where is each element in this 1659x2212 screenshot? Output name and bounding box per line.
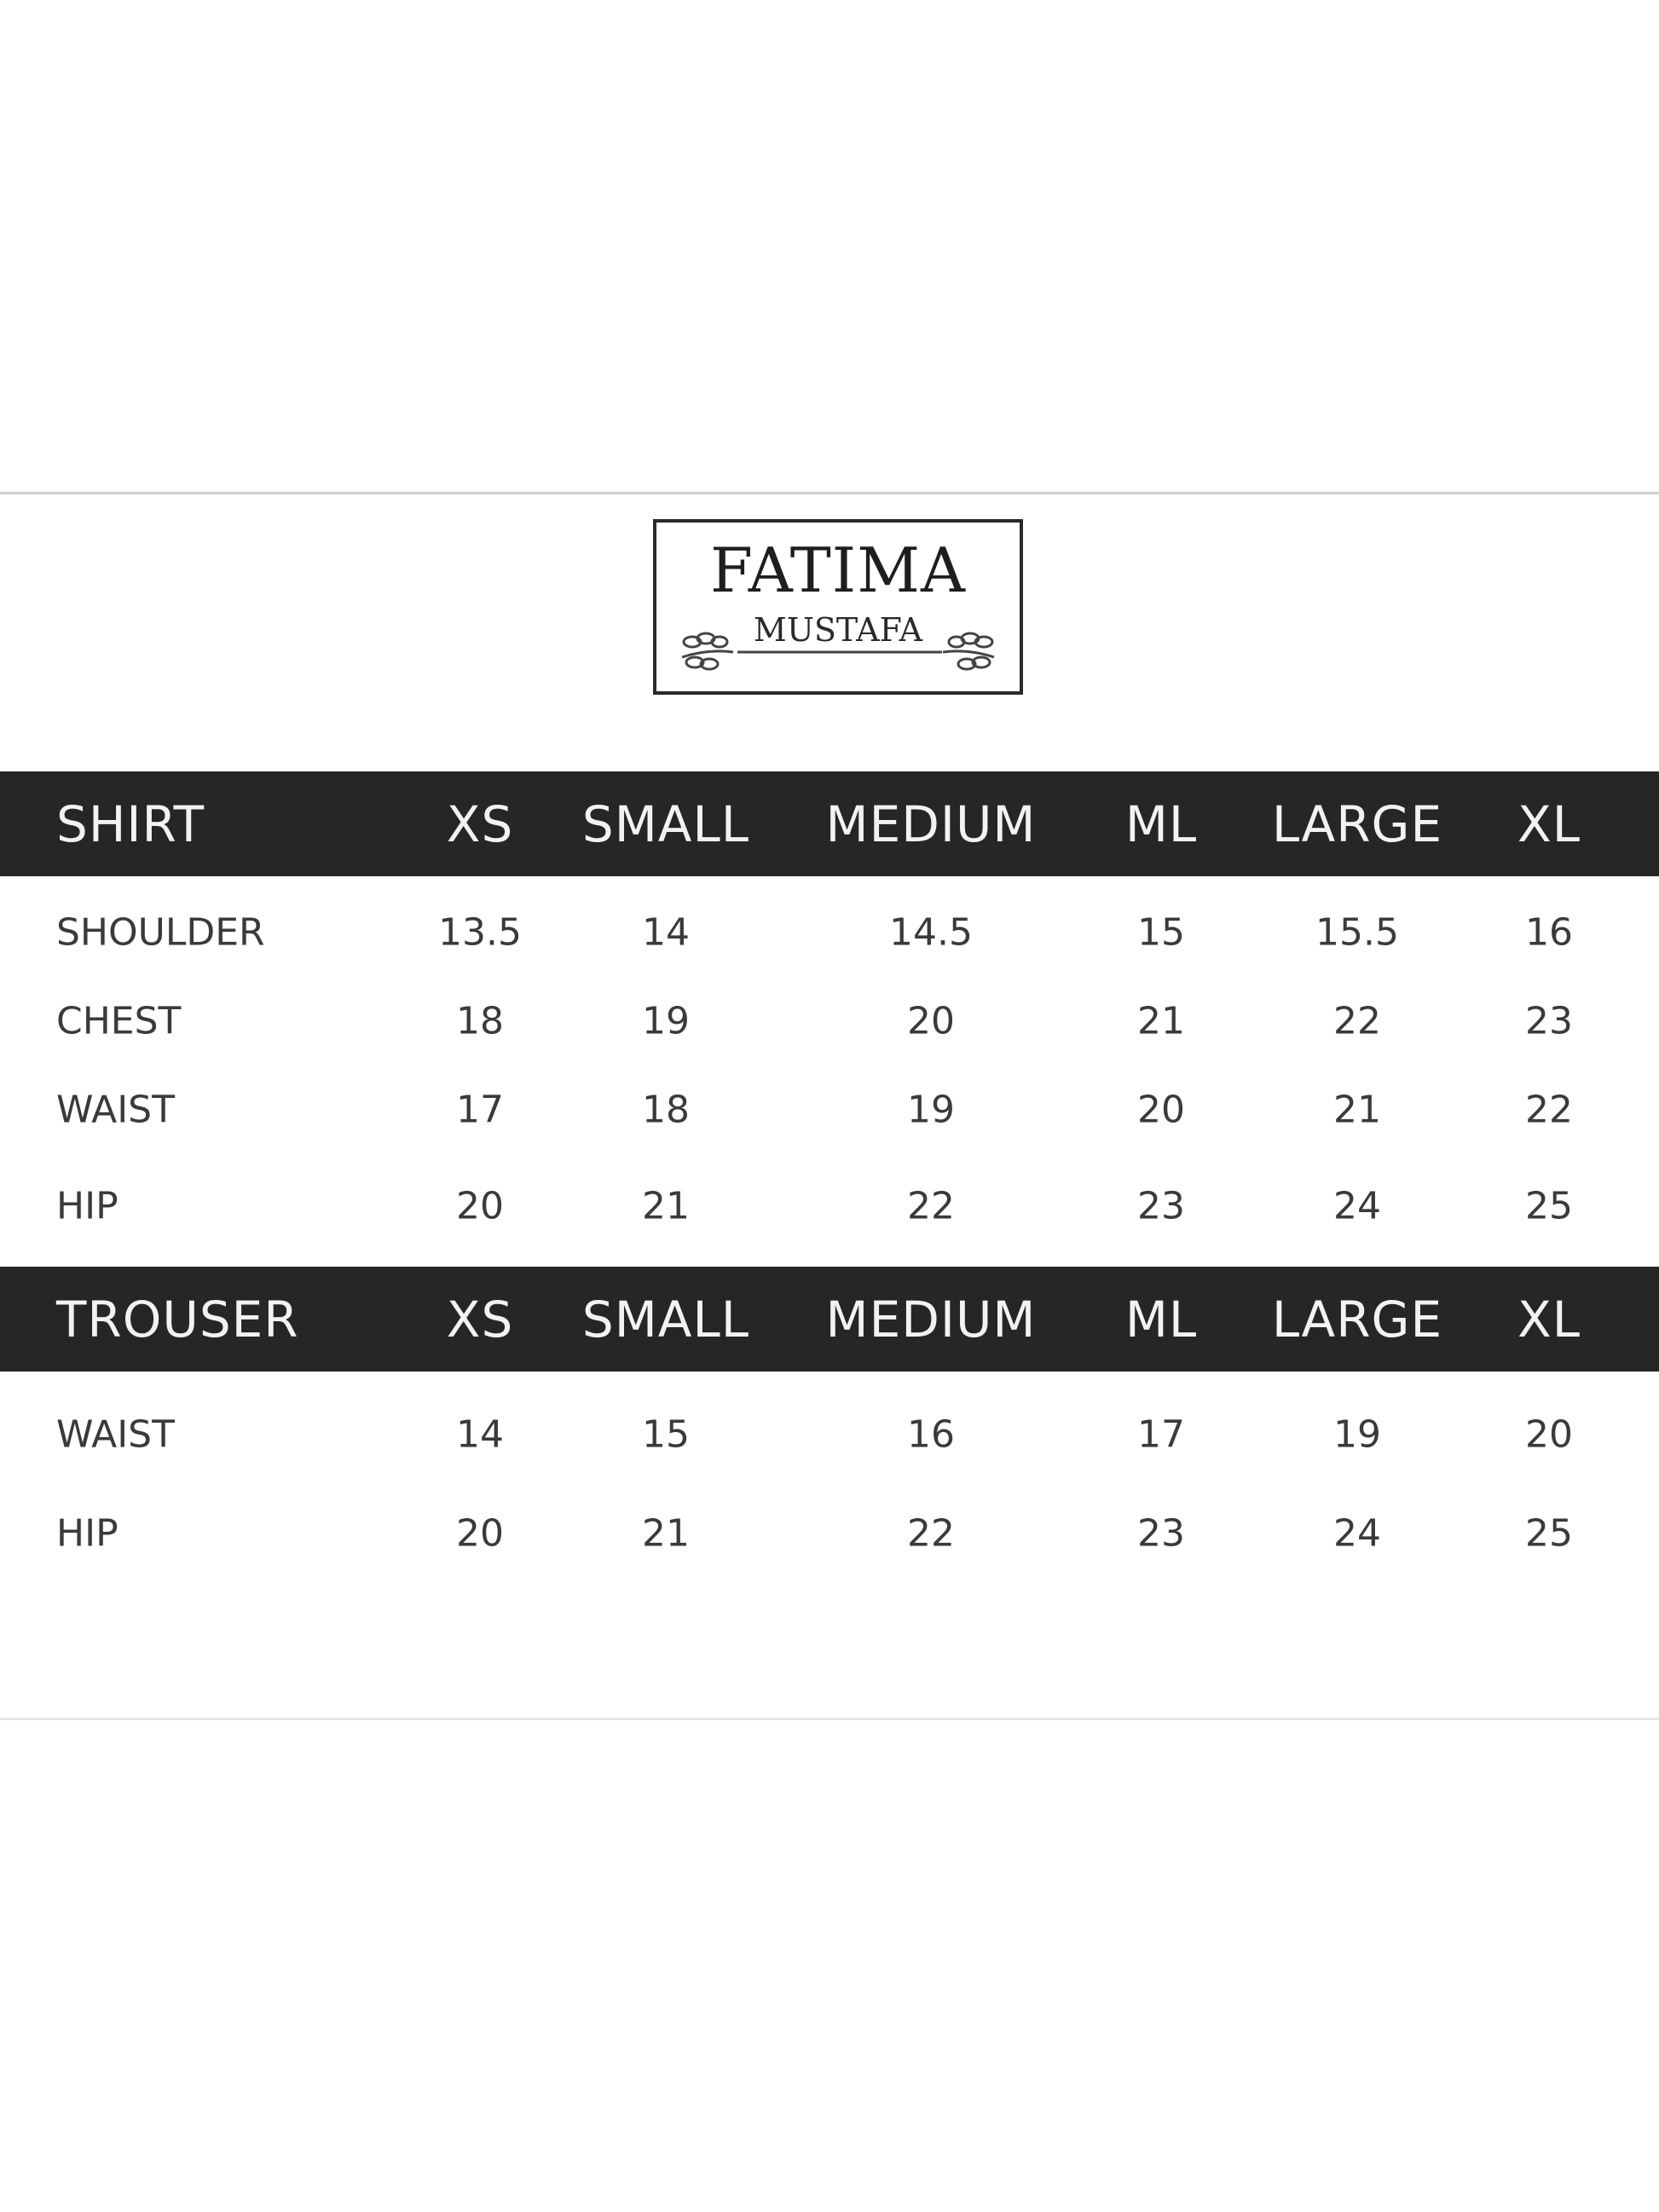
- row-label: WAIST: [56, 1088, 175, 1132]
- section-header-trouser: [0, 1267, 1659, 1372]
- measurement-cell: 16: [907, 1412, 955, 1457]
- column-header: LARGE: [1271, 795, 1443, 853]
- row-label: WAIST: [56, 1412, 175, 1457]
- measurement-cell: 20: [1525, 1412, 1573, 1457]
- column-header: XS: [446, 795, 514, 853]
- measurement-cell: 23: [1525, 999, 1573, 1043]
- measurement-cell: 16: [1525, 910, 1573, 955]
- measurement-cell: 25: [1525, 1184, 1573, 1228]
- measurement-cell: 22: [1525, 1088, 1573, 1132]
- column-header: MEDIUM: [825, 1291, 1037, 1349]
- measurement-cell: 24: [1333, 1511, 1381, 1556]
- measurement-cell: 17: [1137, 1412, 1185, 1457]
- row-label: HIP: [56, 1511, 118, 1556]
- measurement-cell: 14: [642, 910, 690, 955]
- column-header: LARGE: [1271, 1291, 1443, 1349]
- measurement-cell: 15: [642, 1412, 690, 1457]
- row-label: SHOULDER: [56, 910, 265, 955]
- brand-name-line1: FATIMA: [710, 534, 966, 606]
- leaf-ornament-icon: [681, 632, 995, 671]
- measurement-cell: 14: [456, 1412, 504, 1457]
- measurement-cell: 15: [1137, 910, 1185, 955]
- brand-name-line2: MUSTAFA: [753, 611, 923, 649]
- column-header: XL: [1517, 1291, 1581, 1349]
- column-header: MEDIUM: [825, 795, 1037, 853]
- measurement-cell: 20: [456, 1511, 504, 1556]
- row-label: HIP: [56, 1184, 118, 1228]
- top-divider: [0, 492, 1659, 494]
- measurement-cell: 14.5: [889, 910, 973, 955]
- row-label: CHEST: [56, 999, 182, 1043]
- measurement-cell: 25: [1525, 1511, 1573, 1556]
- measurement-cell: 22: [907, 1184, 955, 1228]
- measurement-cell: 21: [642, 1184, 690, 1228]
- measurement-cell: 20: [456, 1184, 504, 1228]
- measurement-cell: 22: [1333, 999, 1381, 1043]
- measurement-cell: 15.5: [1315, 910, 1399, 955]
- column-header: XL: [1517, 795, 1581, 853]
- measurement-cell: 24: [1333, 1184, 1381, 1228]
- measurement-cell: 21: [1333, 1088, 1381, 1132]
- measurement-cell: 21: [1137, 999, 1185, 1043]
- measurement-cell: 18: [642, 1088, 690, 1132]
- measurement-cell: 23: [1137, 1511, 1185, 1556]
- section-title: TROUSER: [56, 1291, 299, 1349]
- measurement-cell: 22: [907, 1511, 955, 1556]
- measurement-cell: 23: [1137, 1184, 1185, 1228]
- measurement-cell: 18: [456, 999, 504, 1043]
- measurement-cell: 19: [1333, 1412, 1381, 1457]
- measurement-cell: 17: [456, 1088, 504, 1132]
- column-header: ML: [1124, 1291, 1198, 1349]
- measurement-cell: 19: [642, 999, 690, 1043]
- measurement-cell: 19: [907, 1088, 955, 1132]
- column-header: SMALL: [581, 1291, 750, 1349]
- column-header: SMALL: [581, 795, 750, 853]
- section-title: SHIRT: [56, 795, 205, 853]
- measurement-cell: 20: [1137, 1088, 1185, 1132]
- column-header: XS: [446, 1291, 514, 1349]
- bottom-divider: [0, 1718, 1659, 1720]
- measurement-cell: 21: [642, 1511, 690, 1556]
- measurement-cell: 20: [907, 999, 955, 1043]
- column-header: ML: [1124, 795, 1198, 853]
- measurement-cell: 13.5: [438, 910, 522, 955]
- brand-logo: FATIMA MUSTAFA: [653, 519, 1023, 695]
- section-header-shirt: [0, 771, 1659, 876]
